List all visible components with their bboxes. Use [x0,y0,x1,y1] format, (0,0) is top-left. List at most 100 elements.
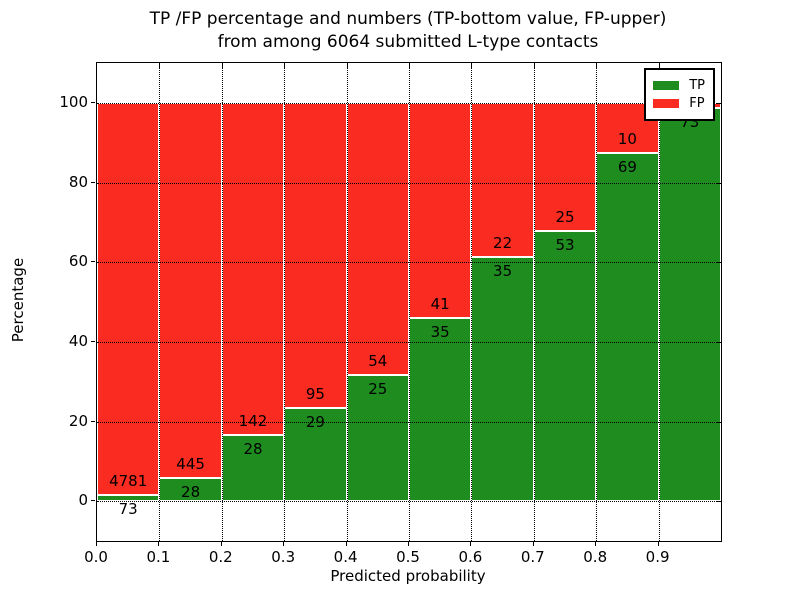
plot-area: 4781 73 445 28 142 28 95 29 54 25 41 35 22 35 25 53 10 69… [96,62,722,542]
legend-label-tp: TP [689,78,705,93]
bottom-tick [220,542,222,546]
top-tick [658,63,660,68]
x-tick-label: 0.1 [146,548,171,566]
vertical-gridline [658,63,660,541]
top-tick [409,63,410,68]
tp-count-label: 25 [368,380,388,399]
bottom-tick [283,542,285,546]
horizontal-gridline [97,421,721,423]
vertical-gridline [471,63,473,541]
fp-count-label: 142 [238,412,268,431]
fp-bar [346,102,409,376]
vertical-gridline [596,63,598,541]
legend-entry-fp: FP [653,96,705,111]
grid-layer [97,63,721,541]
fp-count-label: 10 [617,130,637,149]
tp-bar [533,230,597,502]
tp-count-label: 35 [493,261,513,280]
horizontal-gridline [97,182,721,184]
chart-title-line1: TP /FP percentage and numbers (TP-bottom… [149,9,667,29]
y-tick-label: 20 [68,411,88,430]
tp-count-label: 28 [181,482,201,501]
legend-label-fp: FP [689,96,705,111]
fp-count-label: 95 [305,384,325,403]
x-tick-label: 0.6 [458,548,483,566]
vertical-gridline [533,63,535,541]
top-tick [221,63,223,68]
fp-count-label: 54 [368,352,388,371]
top-tick [284,63,286,68]
vertical-gridline [159,63,161,541]
bottom-tick [657,542,659,546]
right-tick [716,182,721,184]
left-tick [91,101,95,103]
y-tick-label: 100 [59,92,88,111]
bottom-tick [532,542,534,546]
left-tick [91,500,95,502]
tp-count-label: 28 [243,440,263,459]
right-tick [716,501,721,503]
tp-count-label: 35 [430,322,450,341]
left-tick [91,420,95,422]
legend-swatch-fp-icon [653,99,680,108]
tp-bar [596,153,659,502]
right-tick [716,262,721,264]
left-tick [91,181,95,183]
top-tick [471,63,473,68]
bottom-tick [96,542,97,546]
x-tick-label: 0.4 [333,548,358,566]
legend: TP FP [644,68,715,121]
vertical-gridline [284,63,286,541]
tp-bar [658,108,721,502]
vertical-gridline [221,63,223,541]
bottom-tick [470,542,472,546]
fp-bar [159,102,222,478]
x-tick-label: 0.0 [84,548,108,566]
fp-bar [97,102,160,496]
fp-count-label: 4781 [109,472,148,491]
vertical-gridline [409,63,410,541]
horizontal-gridline [97,341,721,343]
tp-count-label: 53 [555,235,575,254]
y-tick-label: 0 [78,491,88,510]
left-tick [91,261,95,263]
right-tick [716,341,721,343]
horizontal-gridline [97,102,721,104]
x-tick-label: 0.9 [645,548,670,566]
fp-count-label: 25 [555,207,575,226]
tp-count-label: 69 [617,158,637,177]
bottom-tick [345,542,347,546]
bars-layer [97,63,721,541]
left-tick [91,340,95,342]
x-tick-label: 0.5 [396,548,420,566]
vertical-gridline [346,63,348,541]
x-axis-label: Predicted probability [330,567,486,585]
bottom-tick [408,542,409,546]
y-tick-label: 60 [68,252,88,271]
fp-bar [471,102,534,257]
tp-count-label: 73 [118,500,138,519]
horizontal-gridline [97,501,721,503]
fp-count-label: 41 [430,294,450,313]
x-tick-label: 0.8 [583,548,608,566]
x-tick-label: 0.3 [271,548,296,566]
top-tick [596,63,598,68]
chart-title: TP /FP percentage and numbers (TP-bottom… [96,8,720,54]
top-tick [159,63,161,68]
horizontal-gridline [97,262,721,264]
inner-ticks-layer [97,63,721,541]
y-tick-label: 80 [68,172,88,191]
top-tick [346,63,348,68]
tp-count-label: 29 [305,412,325,431]
tp-bar [409,317,472,502]
bottom-tick [158,542,160,546]
chart-title-line2: from among 6064 submitted L-type contact… [217,32,599,52]
fp-count-label: 445 [176,454,205,473]
right-tick [716,421,721,423]
legend-swatch-tp-icon [653,81,680,90]
y-axis-label: Percentage [9,257,27,343]
tp-bar [97,495,160,502]
x-tick-label: 0.7 [520,548,545,566]
fp-count-label: 22 [493,233,513,252]
